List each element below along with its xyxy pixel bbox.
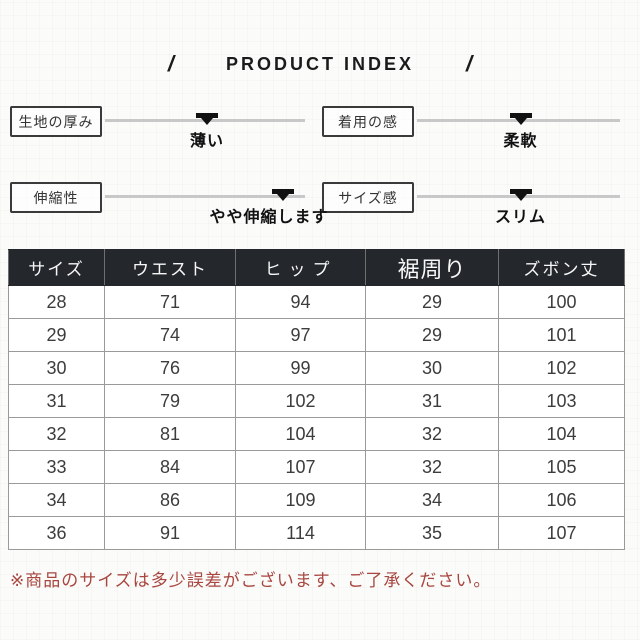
cell-size: 31 [8,384,105,418]
attribute-slider: 薄い [105,106,305,152]
attribute-value: 薄い [189,133,225,150]
attribute-stretch: 伸縮性 やや伸縮します [10,182,328,228]
cell-hip: 97 [235,318,366,352]
cell-size: 30 [8,351,105,385]
attribute-slider: 柔軟 [417,106,620,152]
cell-hem: 34 [365,483,499,517]
attribute-value: やや伸縮します [209,209,329,226]
table-row: 29 74 97 29 101 [8,318,625,352]
table-row: 34 86 109 34 106 [8,483,625,517]
slider-marker-icon [509,189,532,194]
cell-size: 28 [8,285,105,319]
header-hip: ヒップ [235,249,366,286]
cell-waist: 86 [104,483,236,517]
cell-waist: 79 [104,384,236,418]
table-row: 36 91 114 35 107 [8,516,625,550]
cell-length: 105 [498,450,625,484]
cell-hip: 107 [235,450,366,484]
page-title: PRODUCT INDEX [225,53,414,74]
cell-length: 107 [498,516,625,550]
cell-hem: 35 [365,516,499,550]
size-chart-table: サイズ ウエスト ヒップ 裾周り ズボン丈 28 71 94 29 100 29… [8,249,625,550]
slider-track [105,195,305,198]
cell-hip: 99 [235,351,366,385]
attribute-fabric-thickness: 生地の厚み 薄い [10,106,305,152]
attribute-value: 柔軟 [503,133,538,150]
cell-size: 33 [8,450,105,484]
cell-waist: 84 [104,450,236,484]
cell-length: 106 [498,483,625,517]
table-row: 33 84 107 32 105 [8,450,625,484]
header-length: ズボン丈 [498,249,625,286]
header-waist: ウエスト [104,249,236,286]
table-row: 30 76 99 30 102 [8,351,625,385]
cell-waist: 76 [104,351,236,385]
page-title-row: / PRODUCT INDEX / [0,50,640,78]
attribute-label: 生地の厚み [10,106,102,137]
cell-hip: 94 [235,285,366,319]
cell-hem: 30 [365,351,499,385]
cell-size: 36 [8,516,105,550]
cell-hem: 32 [365,417,499,451]
attribute-value: スリム [495,209,547,226]
cell-size: 29 [8,318,105,352]
cell-length: 101 [498,318,625,352]
cell-hip: 109 [235,483,366,517]
attribute-label: 着用の感 [322,106,414,137]
cell-hem: 29 [365,318,499,352]
title-slash-right: / [466,51,473,76]
attribute-label: サイズ感 [322,182,414,213]
cell-size: 34 [8,483,105,517]
cell-waist: 81 [104,417,236,451]
slider-marker-icon [196,113,218,118]
cell-waist: 91 [104,516,236,550]
size-disclaimer-note: ※商品のサイズは多少誤差がございます、ご了承ください。 [10,571,492,590]
header-size: サイズ [8,249,105,286]
cell-length: 100 [498,285,625,319]
cell-size: 32 [8,417,105,451]
cell-hip: 104 [235,417,366,451]
table-row: 32 81 104 32 104 [8,417,625,451]
slider-marker-icon [272,189,294,194]
header-hem: 裾周り [365,249,499,286]
attribute-slider: スリム [417,182,620,228]
attribute-size-feel: サイズ感 スリム [322,182,620,228]
table-row: 31 79 102 31 103 [8,384,625,418]
cell-length: 103 [498,384,625,418]
cell-length: 104 [498,417,625,451]
attribute-wearing-feel: 着用の感 柔軟 [322,106,620,152]
slider-marker-icon [509,113,532,118]
cell-hem: 32 [365,450,499,484]
title-slash-left: / [167,51,174,76]
cell-hem: 31 [365,384,499,418]
cell-waist: 71 [104,285,236,319]
cell-hip: 102 [235,384,366,418]
attribute-slider: やや伸縮します [105,182,328,228]
cell-waist: 74 [104,318,236,352]
table-row: 28 71 94 29 100 [8,285,625,319]
cell-length: 102 [498,351,625,385]
table-header-row: サイズ ウエスト ヒップ 裾周り ズボン丈 [8,249,625,286]
cell-hem: 29 [365,285,499,319]
cell-hip: 114 [235,516,366,550]
attribute-label: 伸縮性 [10,182,102,213]
attribute-grid: 生地の厚み 薄い 着用の感 柔軟 伸縮性 やや伸縮します サイズ感 スリム [10,106,620,228]
